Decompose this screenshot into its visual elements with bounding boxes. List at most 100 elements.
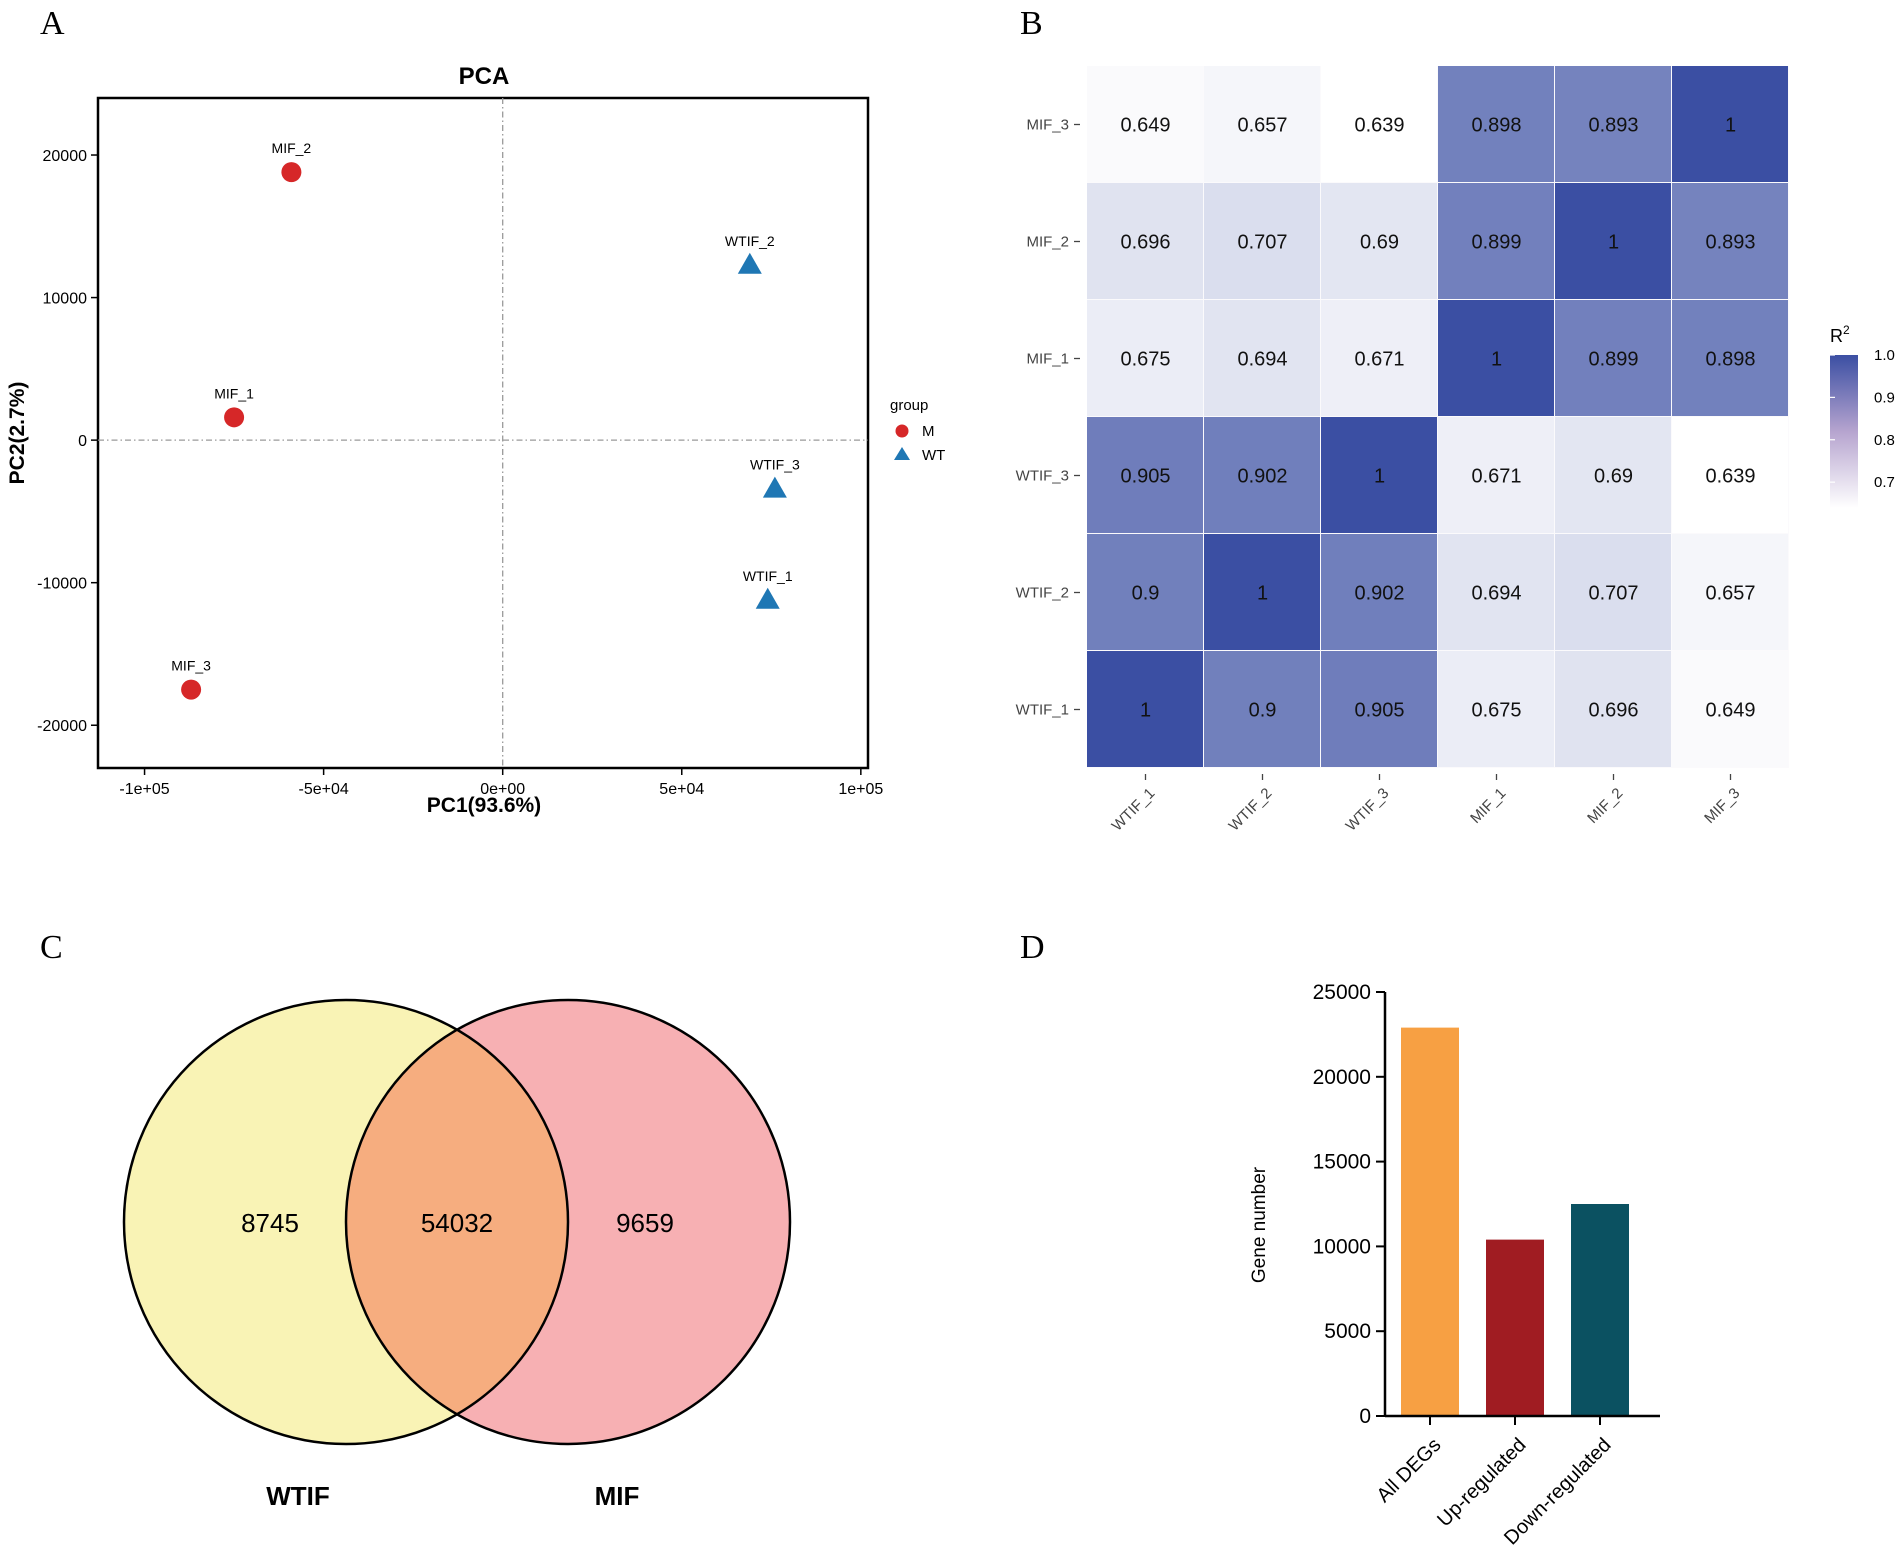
heatmap-cell-value: 0.671 [1354, 349, 1404, 371]
bar-x-tick-label: All DEGs [1373, 1434, 1446, 1507]
heatmap-legend-tick-label: 0.7 [1874, 474, 1895, 491]
venn-label-mif: MIF [595, 1481, 640, 1511]
heatmap-cell [1555, 651, 1671, 767]
heatmap-cell-value: 0.69 [1594, 466, 1633, 488]
pca-x-tick-label: 1e+05 [838, 781, 883, 798]
heatmap-cell-value: 0.899 [1471, 232, 1521, 254]
heatmap-col-label: MIF_2 [1584, 785, 1626, 827]
pca-x-axis-label: PC1(93.6%) [427, 794, 541, 817]
bar-y-axis-label: Gene number [1249, 1166, 1270, 1283]
heatmap-cell [1087, 66, 1203, 182]
heatmap-cell-value: 1 [1491, 349, 1502, 371]
pca-legend-m-label: M [922, 423, 935, 440]
heatmap-cell [1087, 183, 1203, 299]
heatmap-cell-value: 0.639 [1705, 466, 1755, 488]
heatmap-cell [1204, 534, 1320, 650]
heatmap-cell [1555, 417, 1671, 533]
heatmap-cell [1087, 300, 1203, 416]
correlation-heatmap: 0.649 0.657 0.639 0.898 0.893 1 0.696 0.707 0.69… [1016, 66, 1895, 835]
heatmap-cell [1555, 66, 1671, 182]
heatmap-cell [1672, 183, 1788, 299]
heatmap-cell-value: 0.694 [1471, 583, 1521, 605]
heatmap-cell-value: 0.657 [1237, 115, 1287, 137]
pca-legend-m-marker [895, 424, 909, 438]
heatmap-row-label: WTIF_2 [1016, 585, 1069, 602]
pca-legend-title: group [890, 397, 928, 414]
pca-point-label: MIF_2 [272, 140, 312, 156]
heatmap-cell-value: 0.671 [1471, 466, 1521, 488]
pca-y-axis-label: PC2(2.7%) [6, 382, 29, 485]
heatmap-cell [1321, 300, 1437, 416]
pca-y-tick-label: 0 [78, 433, 87, 450]
heatmap-cell-value: 0.696 [1120, 232, 1170, 254]
heatmap-cell [1672, 417, 1788, 533]
heatmap-cell [1204, 651, 1320, 767]
bar-all-degs [1401, 1027, 1459, 1416]
heatmap-cell [1087, 534, 1203, 650]
heatmap-cell [1438, 300, 1554, 416]
heatmap-cell [1438, 651, 1554, 767]
venn-count-mif-only: 9659 [616, 1208, 674, 1238]
venn-count-overlap: 54032 [421, 1208, 493, 1238]
heatmap-cell [1087, 651, 1203, 767]
heatmap-cell-value: 1 [1374, 466, 1385, 488]
bar-down-regulated [1571, 1204, 1629, 1416]
heatmap-cell [1321, 651, 1437, 767]
venn-overlap-region [346, 1000, 568, 1444]
heatmap-cell-value: 0.893 [1705, 232, 1755, 254]
venn-count-wtif-only: 8745 [241, 1208, 299, 1238]
heatmap-cell [1672, 651, 1788, 767]
heatmap-cell-value: 0.639 [1354, 115, 1404, 137]
pca-y-tick-label: 10000 [43, 291, 88, 308]
heatmap-cell [1321, 183, 1437, 299]
pca-point-label: WTIF_3 [750, 457, 800, 473]
bar-y-tick-label: 10000 [1313, 1235, 1371, 1258]
heatmap-cell-value: 0.9 [1132, 583, 1160, 605]
pca-point-wtif-1 [755, 587, 780, 609]
heatmap-cell-value: 1 [1257, 583, 1268, 605]
pca-x-tick-label: 0e+00 [480, 781, 525, 798]
heatmap-cell [1321, 66, 1437, 182]
heatmap-cell [1204, 300, 1320, 416]
heatmap-cell [1438, 417, 1554, 533]
panel-label-b: B [1020, 5, 1043, 42]
venn-outline-wtif [122, 998, 570, 1446]
heatmap-cell [1321, 534, 1437, 650]
heatmap-cell [1555, 534, 1671, 650]
heatmap-row-label: MIF_2 [1026, 234, 1069, 251]
heatmap-cell-value: 1 [1140, 700, 1151, 722]
heatmap-legend-tick-label: 1.0 [1874, 347, 1895, 364]
pca-legend-wt-marker [894, 447, 910, 460]
heatmap-cell [1204, 66, 1320, 182]
heatmap-col-label: MIF_1 [1467, 785, 1509, 827]
heatmap-cell-value: 0.902 [1354, 583, 1404, 605]
heatmap-cell-value: 0.9 [1249, 700, 1277, 722]
heatmap-row-label: MIF_1 [1026, 351, 1069, 368]
venn-label-wtif: WTIF [266, 1481, 330, 1511]
heatmap-col-label: MIF_3 [1701, 785, 1743, 827]
heatmap-legend-title: R2 [1830, 323, 1850, 346]
heatmap-cell-value: 0.707 [1588, 583, 1638, 605]
heatmap-cell [1438, 183, 1554, 299]
heatmap-cell-value: 0.649 [1705, 700, 1755, 722]
pca-y-tick-label: 20000 [43, 148, 88, 165]
heatmap-cell-value: 0.694 [1237, 349, 1287, 371]
pca-title: PCA [459, 63, 510, 90]
pca-point-mif-2 [281, 162, 302, 183]
pca-y-tick-label: -10000 [37, 576, 87, 593]
heatmap-cell [1438, 534, 1554, 650]
heatmap-row-label: WTIF_3 [1016, 468, 1069, 485]
pca-point-wtif-2 [737, 252, 762, 274]
pca-x-tick-label: -1e+05 [119, 781, 169, 798]
pca-point-mif-3 [181, 679, 202, 700]
heatmap-cell-value: 0.905 [1354, 700, 1404, 722]
pca-point-label: WTIF_1 [743, 568, 793, 584]
heatmap-cell-value: 0.899 [1588, 349, 1638, 371]
heatmap-col-label: WTIF_1 [1109, 785, 1159, 835]
bar-y-tick-label: 15000 [1313, 1151, 1371, 1174]
heatmap-cell-value: 0.657 [1705, 583, 1755, 605]
heatmap-cell-value: 0.675 [1471, 700, 1521, 722]
heatmap-cell [1204, 417, 1320, 533]
